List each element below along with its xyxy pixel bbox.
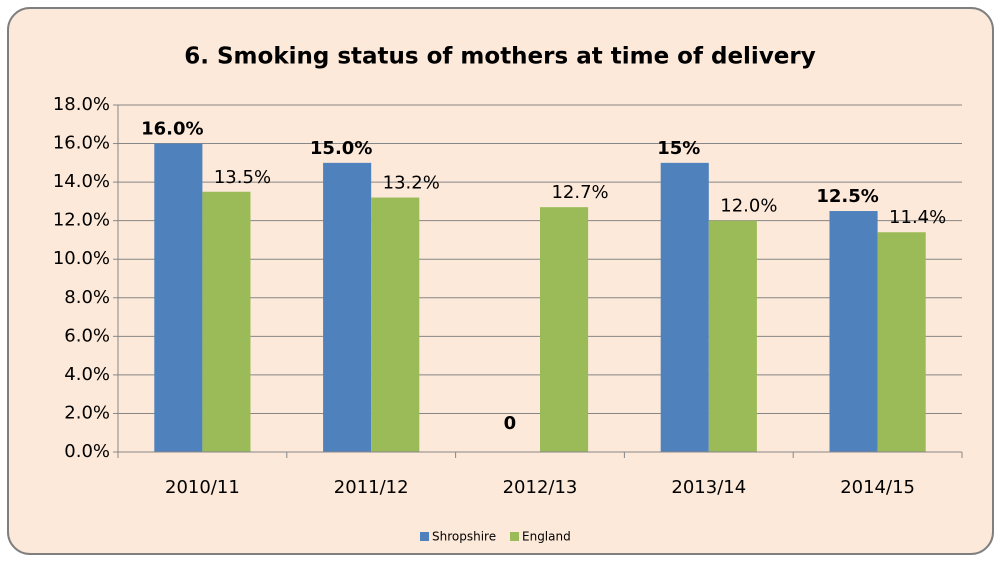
data-label: 13.5% bbox=[214, 167, 271, 188]
bar bbox=[877, 232, 926, 452]
data-label: 15% bbox=[657, 138, 700, 159]
y-tick-label: 12.0% bbox=[53, 210, 110, 231]
data-label: 12.5% bbox=[816, 186, 878, 207]
y-tick-label: 4.0% bbox=[64, 364, 110, 385]
data-label: 16.0% bbox=[141, 119, 203, 140]
bar bbox=[540, 207, 589, 452]
chart-title: 6. Smoking status of mothers at time of … bbox=[184, 44, 816, 70]
legend-swatch bbox=[420, 532, 429, 541]
x-tick-label: 2011/12 bbox=[334, 477, 409, 498]
y-tick-label: 16.0% bbox=[53, 133, 110, 154]
data-label: 13.2% bbox=[383, 173, 440, 194]
y-tick-label: 18.0% bbox=[53, 94, 110, 115]
data-label: 12.7% bbox=[551, 182, 608, 203]
data-label: 12.0% bbox=[720, 196, 777, 217]
bar bbox=[202, 191, 251, 452]
y-tick-label: 14.0% bbox=[53, 171, 110, 192]
y-tick-label: 0.0% bbox=[64, 441, 110, 462]
bar bbox=[323, 162, 372, 453]
bar bbox=[660, 162, 709, 453]
y-tick-label: 6.0% bbox=[64, 325, 110, 346]
data-label: 0 bbox=[504, 413, 517, 434]
y-tick-label: 2.0% bbox=[64, 402, 110, 423]
bar bbox=[154, 143, 203, 453]
legend-label: England bbox=[522, 530, 571, 544]
bar bbox=[829, 211, 878, 452]
x-tick-label: 2010/11 bbox=[165, 477, 240, 498]
x-tick-label: 2012/13 bbox=[503, 477, 578, 498]
x-tick-label: 2014/15 bbox=[840, 477, 915, 498]
legend-swatch bbox=[510, 532, 519, 541]
data-label: 15.0% bbox=[310, 138, 372, 159]
legend-label: Shropshire bbox=[432, 530, 496, 544]
bar bbox=[708, 220, 757, 452]
x-tick-label: 2013/14 bbox=[671, 477, 746, 498]
y-tick-label: 10.0% bbox=[53, 248, 110, 269]
y-tick-label: 8.0% bbox=[64, 287, 110, 308]
bar bbox=[371, 197, 420, 452]
data-label: 11.4% bbox=[889, 207, 946, 228]
